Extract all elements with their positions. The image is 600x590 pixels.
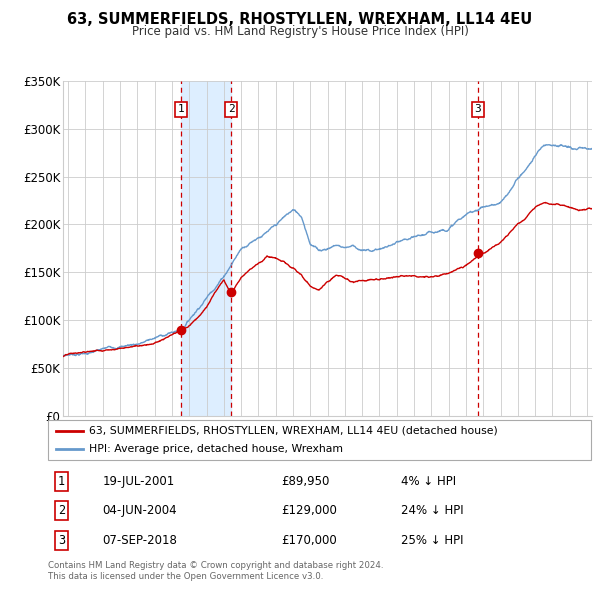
Text: 04-JUN-2004: 04-JUN-2004 <box>103 504 177 517</box>
Bar <box>181 81 231 416</box>
Text: Price paid vs. HM Land Registry's House Price Index (HPI): Price paid vs. HM Land Registry's House … <box>131 25 469 38</box>
Text: £170,000: £170,000 <box>281 535 337 548</box>
Text: 3: 3 <box>475 104 481 114</box>
Text: 3: 3 <box>58 535 65 548</box>
Text: 2: 2 <box>58 504 65 517</box>
Text: 24% ↓ HPI: 24% ↓ HPI <box>401 504 464 517</box>
Text: 07-SEP-2018: 07-SEP-2018 <box>103 535 177 548</box>
Text: £129,000: £129,000 <box>281 504 337 517</box>
Text: £89,950: £89,950 <box>281 474 330 487</box>
Text: Contains HM Land Registry data © Crown copyright and database right 2024.: Contains HM Land Registry data © Crown c… <box>48 561 383 570</box>
Text: 2: 2 <box>228 104 235 114</box>
Text: This data is licensed under the Open Government Licence v3.0.: This data is licensed under the Open Gov… <box>48 572 323 581</box>
Text: 1: 1 <box>178 104 185 114</box>
Text: 25% ↓ HPI: 25% ↓ HPI <box>401 535 463 548</box>
Text: 63, SUMMERFIELDS, RHOSTYLLEN, WREXHAM, LL14 4EU: 63, SUMMERFIELDS, RHOSTYLLEN, WREXHAM, L… <box>67 12 533 27</box>
Text: 19-JUL-2001: 19-JUL-2001 <box>103 474 175 487</box>
Text: 1: 1 <box>58 474 65 487</box>
FancyBboxPatch shape <box>48 420 591 460</box>
Text: 4% ↓ HPI: 4% ↓ HPI <box>401 474 456 487</box>
Text: HPI: Average price, detached house, Wrexham: HPI: Average price, detached house, Wrex… <box>89 444 343 454</box>
Text: 63, SUMMERFIELDS, RHOSTYLLEN, WREXHAM, LL14 4EU (detached house): 63, SUMMERFIELDS, RHOSTYLLEN, WREXHAM, L… <box>89 426 497 436</box>
